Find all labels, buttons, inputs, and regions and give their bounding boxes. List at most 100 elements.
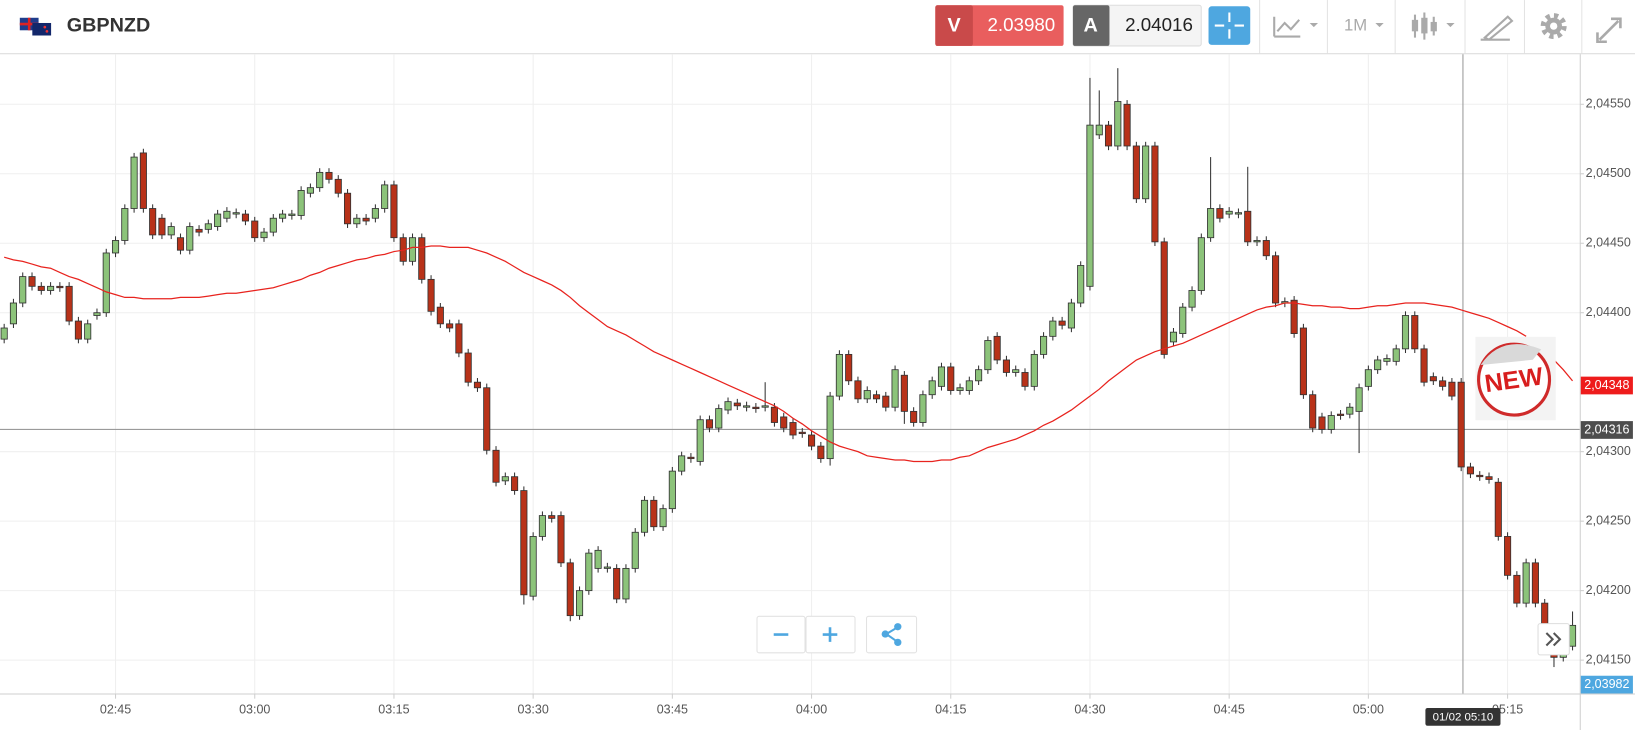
candle-body [826, 395, 834, 460]
candle-body [808, 434, 816, 447]
candle-body [1067, 302, 1075, 329]
candle-body [158, 217, 166, 236]
candle-body [1309, 394, 1317, 429]
candle-body [1095, 124, 1103, 136]
y-tick-label: 2,04150 [1586, 652, 1631, 666]
candle-body [1030, 353, 1038, 387]
candle-body [1077, 265, 1085, 304]
crosshair-button[interactable] [1208, 6, 1251, 45]
candle-body [520, 490, 528, 596]
candle-body [1411, 315, 1419, 350]
candle-body [501, 476, 509, 482]
candle-body [1392, 348, 1400, 362]
candle-body [1485, 476, 1493, 480]
zoom-in-button[interactable] [805, 615, 856, 654]
candle-body [455, 323, 463, 354]
candle-body [1234, 212, 1242, 215]
draw-button[interactable] [1480, 15, 1514, 41]
x-tick-label: 04:45 [1214, 702, 1245, 716]
candle-body [214, 213, 222, 227]
candle-body [947, 366, 955, 391]
candle-body [186, 226, 194, 251]
candle-body [47, 285, 55, 291]
candle-body [1327, 415, 1335, 430]
candle-body [1216, 208, 1224, 219]
candle-body [919, 394, 927, 423]
y-tick-label: 2,04450 [1586, 236, 1631, 250]
candle-body [715, 408, 723, 429]
candle-body [56, 285, 64, 289]
candle-body [872, 394, 881, 400]
settings-button[interactable] [1540, 13, 1567, 40]
y-tick-label: 2,04400 [1586, 305, 1631, 319]
candle-body [863, 390, 871, 400]
candle-body [111, 240, 120, 254]
candle-body [1021, 372, 1029, 387]
zoom-out-button[interactable] [756, 615, 806, 654]
candle-body [696, 419, 704, 462]
candle-body [102, 252, 110, 314]
candle-body [780, 416, 788, 429]
x-tick-label: 04:30 [1074, 702, 1105, 716]
candle-body [1244, 210, 1252, 243]
candle-body [705, 419, 714, 429]
candle-body [362, 217, 370, 222]
candle-style-button[interactable] [1411, 12, 1455, 40]
candle-body [492, 449, 500, 483]
candle-body [241, 213, 250, 222]
scroll-end-button[interactable] [1537, 623, 1570, 656]
candle-body [130, 156, 138, 209]
candle-body [418, 237, 426, 280]
timeframe-button[interactable]: 1M [1344, 16, 1384, 35]
candle-body [1225, 210, 1233, 215]
candle-body [743, 405, 751, 408]
candle-body [603, 566, 611, 569]
x-tick-label: 03:15 [378, 702, 409, 716]
candle-body [1383, 358, 1391, 362]
header-bar [0, 0, 1635, 54]
candle-body [511, 476, 519, 492]
candle-body [1207, 208, 1215, 239]
candle-body [167, 226, 175, 236]
crosshair-time-box [1425, 708, 1501, 726]
candle-body [659, 508, 667, 528]
candle-body [473, 381, 482, 389]
price-tag [1580, 421, 1633, 439]
candle-body [232, 212, 240, 215]
price-tag [1580, 675, 1633, 694]
candle-body [882, 395, 890, 408]
candle-body [631, 531, 639, 569]
candle-body [1151, 145, 1159, 243]
candle-body [937, 366, 946, 387]
new-badge: NEW [1475, 336, 1556, 421]
buy-button[interactable]: A 2.04016 [1072, 4, 1202, 47]
candle-body [306, 187, 314, 194]
share-button[interactable] [865, 615, 918, 654]
candle-body [464, 352, 472, 383]
y-tick-label: 2,04200 [1586, 583, 1631, 597]
candle-body [770, 406, 778, 423]
price-tag-label: 2,04348 [1584, 378, 1629, 392]
candle-body [529, 536, 537, 597]
candle-body [1494, 481, 1502, 537]
candle-body [325, 171, 333, 180]
candle-body [0, 327, 8, 340]
candle-body [1504, 536, 1512, 576]
candle-body [446, 323, 454, 329]
y-tick-label: 2,04500 [1586, 166, 1631, 180]
candle-body [1132, 145, 1140, 200]
fullscreen-button[interactable] [1596, 17, 1622, 44]
sell-price: 2.03980 [987, 14, 1055, 35]
candle-body [752, 406, 760, 410]
badge-curl [1480, 344, 1542, 365]
sell-button[interactable]: V 2.03980 [935, 5, 1064, 46]
candle-body [28, 276, 36, 287]
candle-body [1160, 241, 1168, 355]
candle-body [260, 231, 268, 239]
chart-type-button[interactable] [1273, 16, 1319, 38]
candle-body [1568, 624, 1577, 647]
candle-body [223, 210, 231, 219]
candle-body [585, 552, 593, 592]
